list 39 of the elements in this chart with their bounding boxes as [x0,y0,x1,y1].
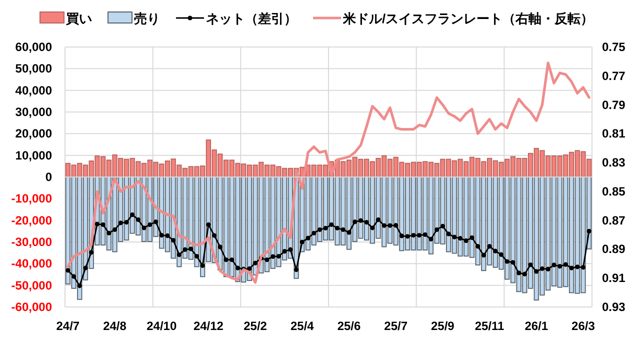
x-tick-label: 25/9 [431,319,455,333]
y-tick-label: -30,000 [11,235,52,249]
y2-tick-label: 0.81 [602,126,626,141]
y2-tick-label: 0.75 [602,40,626,54]
y-tick-label: -40,000 [11,256,52,271]
y2-tick-label: 0.91 [602,271,626,286]
y2-tick-label: 0.87 [602,213,626,228]
x-tick-label: 24/10 [146,319,177,333]
x-tick-label: 26/1 [524,319,548,333]
y-tick-label: -60,000 [11,300,52,314]
x-tick-label: 26/3 [572,319,596,333]
legend-label: 買い [65,11,92,26]
y-tick-label: 0 [45,170,52,184]
legend-label: 米ドル/スイスフランレート（右軸・反転） [342,11,594,26]
x-tick-label: 25/2 [244,319,268,333]
y2-tick-label: 0.83 [602,156,626,170]
x-tick-label: 25/6 [337,319,361,333]
x-tick-label: 24/7 [56,319,80,333]
y2-tick-label: 0.85 [602,184,626,198]
y-tick-label: 30,000 [15,105,52,119]
x-tick-label: 25/11 [474,319,505,333]
y-tick-label: 40,000 [15,83,52,98]
y2-tick-label: 0.77 [602,68,626,83]
legend-label: 売り [134,11,160,26]
x-tick-label: 25/7 [384,319,408,333]
legend-label: ネット（差引） [206,11,297,26]
y-tick-label: -50,000 [11,278,52,292]
y-tick-label: 20,000 [15,126,52,141]
y-tick-label: 10,000 [15,148,52,162]
y2-tick-label: 0.89 [602,242,626,256]
y2-tick-label: 0.79 [602,98,626,112]
y-tick-label: 60,000 [15,40,52,54]
x-tick-label: 24/8 [103,319,127,333]
x-tick-label: 24/12 [193,319,224,333]
y2-tick-label: 0.93 [602,300,626,314]
y-tick-label: -10,000 [11,192,52,206]
x-tick-label: 25/4 [290,319,314,333]
y-tick-label: 50,000 [15,62,52,76]
y-tick-label: -20,000 [11,213,52,228]
